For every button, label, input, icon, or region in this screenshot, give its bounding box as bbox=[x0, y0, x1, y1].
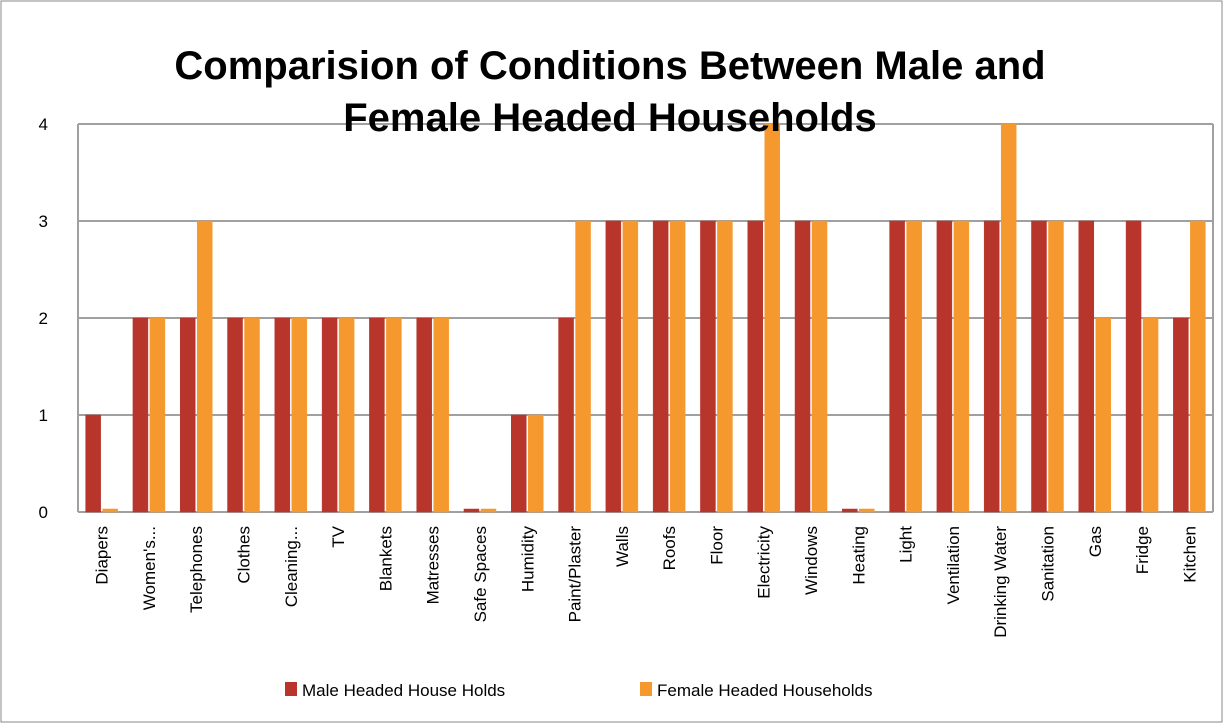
bar bbox=[480, 508, 497, 513]
bar bbox=[463, 508, 480, 513]
legend-swatch bbox=[640, 682, 652, 696]
bar bbox=[700, 220, 716, 513]
x-tick-label: Sanitation bbox=[1038, 526, 1057, 602]
bar bbox=[1000, 123, 1017, 513]
bar bbox=[953, 220, 970, 513]
x-tick-label: Clothes bbox=[235, 526, 254, 584]
y-tick-label: 0 bbox=[39, 503, 48, 522]
x-tick-label: Fridge bbox=[1133, 526, 1152, 574]
legend-label: Female Headed Households bbox=[657, 681, 872, 700]
bar bbox=[244, 317, 260, 513]
legend-label: Male Headed House Holds bbox=[302, 681, 505, 700]
bar bbox=[747, 220, 763, 513]
bar bbox=[149, 317, 166, 513]
bar bbox=[85, 414, 101, 513]
x-tick-label: Safe Spaces bbox=[471, 526, 490, 622]
y-tick-label: 1 bbox=[39, 406, 48, 425]
bar bbox=[274, 317, 291, 513]
bar bbox=[132, 317, 149, 513]
bar bbox=[433, 317, 449, 513]
bar bbox=[291, 317, 308, 513]
bar bbox=[1078, 220, 1095, 513]
bar bbox=[842, 508, 858, 513]
bar bbox=[794, 220, 811, 513]
bar bbox=[983, 220, 1000, 513]
x-tick-label: Ventilation bbox=[944, 526, 963, 604]
bar bbox=[1173, 317, 1189, 513]
bar bbox=[764, 123, 780, 513]
bar bbox=[669, 220, 686, 513]
bar bbox=[906, 220, 922, 513]
bar bbox=[338, 317, 355, 513]
bar bbox=[811, 220, 828, 513]
bar bbox=[558, 317, 574, 513]
bar bbox=[717, 220, 733, 513]
bar bbox=[1048, 220, 1064, 513]
x-tick-label: Light bbox=[897, 526, 916, 563]
bar bbox=[1190, 220, 1206, 513]
bar bbox=[511, 414, 527, 513]
bar bbox=[859, 508, 875, 513]
x-tick-label: Blankets bbox=[376, 526, 395, 591]
bar bbox=[386, 317, 402, 513]
bar bbox=[321, 317, 338, 513]
x-tick-label: Kitchen bbox=[1180, 526, 1199, 583]
chart-title: Comparision of Conditions Between Male a… bbox=[174, 44, 1046, 140]
bar bbox=[416, 317, 432, 513]
bar bbox=[622, 220, 639, 513]
legend-swatch bbox=[285, 682, 297, 696]
bar bbox=[605, 220, 622, 513]
x-tick-label: Women's... bbox=[140, 526, 159, 610]
x-tick-label: TV bbox=[329, 525, 348, 547]
x-tick-label: Matresses bbox=[424, 526, 443, 604]
bar bbox=[179, 317, 196, 513]
bar bbox=[1095, 317, 1112, 513]
bar bbox=[369, 317, 385, 513]
bar bbox=[528, 414, 544, 513]
bar bbox=[889, 220, 905, 513]
x-tick-label: Drinking Water bbox=[991, 526, 1010, 638]
x-tick-label: Paint/Plaster bbox=[566, 526, 585, 623]
x-tick-label: Electricity bbox=[755, 526, 774, 599]
x-tick-label: Roofs bbox=[660, 526, 679, 570]
bar bbox=[1142, 317, 1159, 513]
x-tick-label: Windows bbox=[802, 526, 821, 595]
bar bbox=[1031, 220, 1047, 513]
x-tick-label: Gas bbox=[1086, 526, 1105, 557]
y-tick-label: 3 bbox=[39, 212, 48, 231]
bar bbox=[652, 220, 669, 513]
bar bbox=[196, 220, 213, 513]
x-tick-label: Walls bbox=[613, 526, 632, 567]
x-tick-label: Cleaning... bbox=[282, 526, 301, 607]
bar bbox=[936, 220, 953, 513]
x-tick-label: Floor bbox=[707, 526, 726, 565]
bar bbox=[575, 220, 591, 513]
bar bbox=[102, 508, 118, 513]
y-tick-label: 4 bbox=[39, 115, 48, 134]
bar bbox=[1125, 220, 1142, 513]
x-tick-label: Diapers bbox=[93, 526, 112, 585]
x-tick-label: Heating bbox=[849, 526, 868, 585]
x-tick-label: Humidity bbox=[518, 526, 537, 593]
y-tick-label: 2 bbox=[39, 309, 48, 328]
x-tick-label: Telephones bbox=[187, 526, 206, 613]
bar bbox=[227, 317, 243, 513]
